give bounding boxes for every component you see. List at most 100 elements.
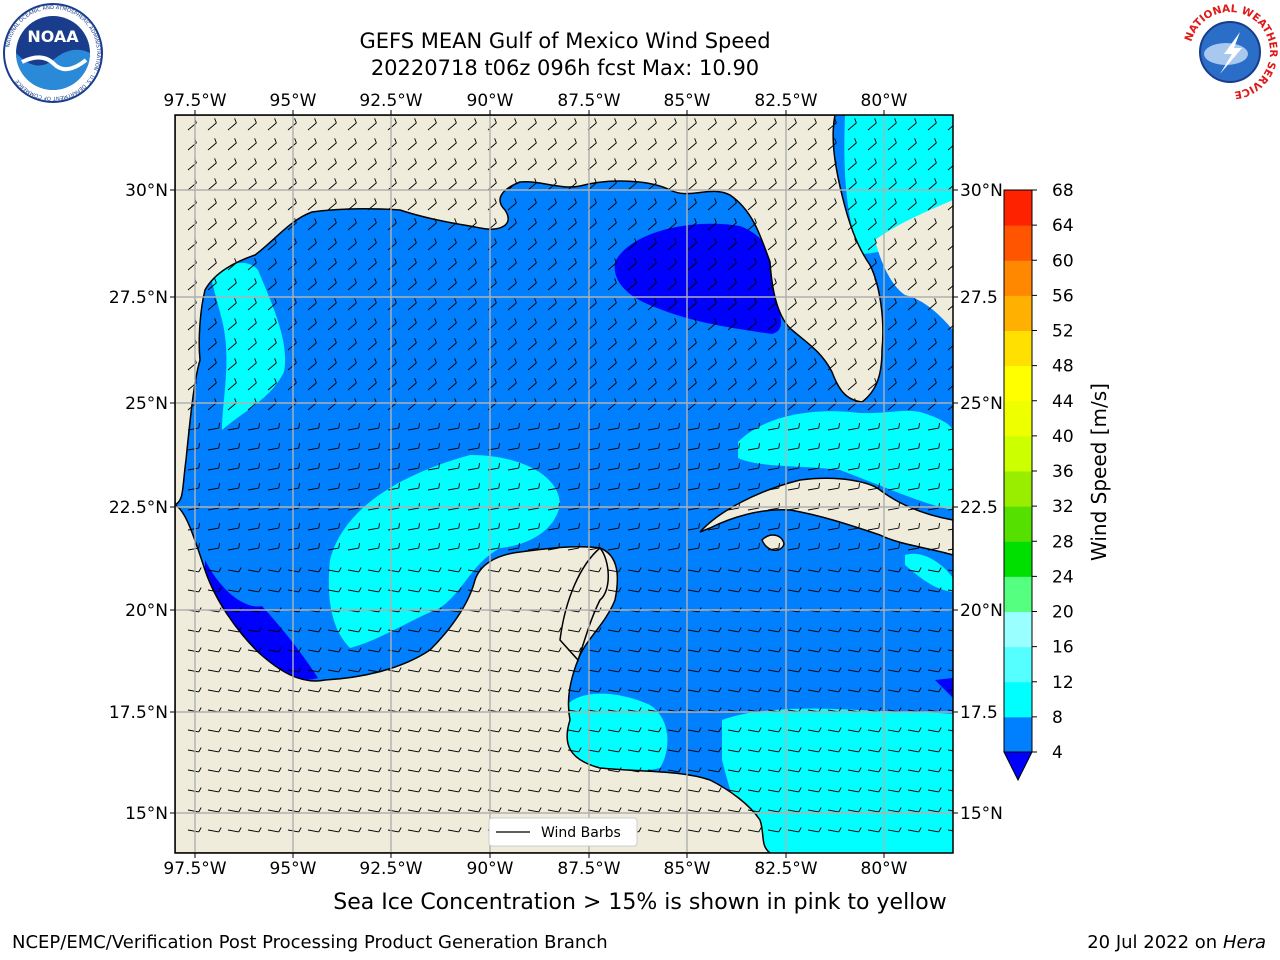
sea-ice-note: Sea Ice Concentration > 15% is shown in …	[333, 890, 947, 915]
weak-wind-region-ne-gulf	[614, 223, 781, 334]
colorbar-segment	[1004, 716, 1032, 753]
colorbar-segment	[1004, 646, 1032, 683]
colorbar-tick-label: 40	[1052, 427, 1074, 447]
chart-subtitle: 20220718 t06z 096h fcst Max: 10.90	[370, 56, 760, 80]
legend-label: Wind Barbs	[541, 825, 621, 841]
lon-label-top: 87.5°W	[557, 91, 620, 111]
colorbar-tick-label: 52	[1052, 322, 1074, 342]
colorbar-label: Wind Speed [m/s]	[1087, 383, 1111, 561]
land-yucatan	[559, 546, 609, 662]
colorbar-tick-label: 64	[1052, 216, 1074, 236]
lon-labels-top: 97.5°W 95°W 92.5°W 90°W 87.5°W 85°W 82.5…	[163, 91, 907, 111]
credit-text: NCEP/EMC/Verification Post Processing Pr…	[12, 932, 608, 953]
lon-label-top: 85°W	[664, 91, 711, 111]
chart-title: GEFS MEAN Gulf of Mexico Wind Speed	[359, 29, 771, 53]
colorbar-tick-label: 24	[1052, 567, 1074, 587]
wind-barb-field	[187, 118, 953, 833]
colorbar-segment	[1004, 435, 1032, 472]
lat-label-right: 15°N	[960, 804, 1003, 824]
land-small-island	[761, 534, 785, 551]
colorbar-tick-label: 56	[1052, 286, 1074, 306]
lat-label-left: 15°N	[125, 804, 168, 824]
colorbar-tick-label: 4	[1052, 743, 1063, 763]
lat-label-left: 22.5°N	[109, 498, 168, 518]
lat-label-right: 27.5	[960, 288, 998, 308]
moderate-wind-region-east	[905, 553, 953, 592]
lon-label-bottom: 90°W	[467, 859, 514, 879]
colorbar-tick-label: 48	[1052, 357, 1074, 377]
map-panel	[175, 115, 953, 853]
weak-wind-region-caribbean	[935, 678, 953, 698]
noaa-logo: NOAA NATIONAL OCEANIC AND ATMOSPHERIC AD…	[3, 3, 103, 103]
lat-label-right: 20°N	[960, 601, 1003, 621]
colorbar-segment	[1004, 190, 1032, 226]
colorbar-segment	[1004, 400, 1032, 437]
colorbar-tick-label: 16	[1052, 638, 1074, 658]
lat-label-right: 30°N	[960, 181, 1003, 201]
colorbar-tick-label: 32	[1052, 497, 1074, 517]
date-stamp: 20 Jul 2022 on Hera	[1087, 932, 1266, 953]
lat-label-right: 22.5	[960, 498, 998, 518]
weak-wind-region-campeche	[205, 560, 318, 680]
land-masses	[175, 115, 953, 853]
colorbar-tick-label: 68	[1052, 181, 1074, 201]
land-atlantic-area	[875, 115, 953, 330]
lon-label-top: 97.5°W	[163, 91, 226, 111]
lon-label-bottom: 97.5°W	[163, 859, 226, 879]
lon-label-top: 90°W	[467, 91, 514, 111]
nws-logo: NATIONAL WEATHER SERVICE	[1182, 3, 1279, 101]
moderate-wind-region-central-gulf	[328, 455, 560, 648]
colorbar-under-arrow	[1003, 751, 1033, 782]
colorbar-tick-label: 28	[1052, 532, 1074, 552]
lat-label-right: 17.5	[960, 703, 998, 723]
lon-label-top: 95°W	[270, 91, 317, 111]
colorbar-tick-label: 20	[1052, 603, 1074, 623]
wind-barb-path	[187, 118, 953, 833]
lat-label-left: 27.5°N	[109, 288, 168, 308]
colorbar-segment	[1004, 506, 1032, 542]
lat-label-right: 25°N	[960, 394, 1003, 414]
lat-label-left: 30°N	[125, 181, 168, 201]
colorbar-segment	[1004, 611, 1032, 648]
lon-labels-bottom: 97.5°W 95°W 92.5°W 90°W 87.5°W 85°W 82.5…	[163, 859, 907, 879]
colorbar-tick-label: 8	[1052, 708, 1063, 728]
land-usa	[175, 115, 884, 506]
colorbar-segment	[1004, 541, 1032, 577]
machine-name: Hera	[1222, 932, 1266, 953]
colorbar-segment	[1004, 471, 1032, 507]
date-text: 20 Jul 2022 on	[1087, 932, 1223, 953]
lat-labels-right: 30°N 27.5 25°N 22.5 20°N 17.5 15°N	[960, 181, 1003, 824]
colorbar-segment	[1004, 260, 1032, 296]
lon-label-bottom: 80°W	[861, 859, 908, 879]
colorbar-tick-label: 12	[1052, 673, 1074, 693]
colorbar-tick-label: 36	[1052, 462, 1074, 482]
colorbar-tick-label: 60	[1052, 251, 1074, 271]
colorbar-segment	[1004, 365, 1032, 402]
map-frame	[174, 114, 954, 854]
lon-label-top: 80°W	[861, 91, 908, 111]
lat-label-left: 20°N	[125, 601, 168, 621]
colorbar-segment	[1004, 295, 1032, 331]
lat-label-left: 17.5°N	[109, 703, 168, 723]
lat-label-left: 25°N	[125, 394, 168, 414]
colorbar-segment	[1004, 681, 1032, 718]
colorbar-segment	[1004, 330, 1032, 367]
lon-label-top: 82.5°W	[754, 91, 817, 111]
colorbar-segment	[1004, 576, 1032, 612]
tick-marks	[170, 110, 958, 858]
lat-labels-left: 30°N 27.5°N 25°N 22.5°N 20°N 17.5°N 15°N	[109, 181, 168, 824]
lon-label-bottom: 82.5°W	[754, 859, 817, 879]
moderate-wind-region-caribbean	[722, 708, 953, 853]
lon-label-bottom: 95°W	[270, 859, 317, 879]
map-gridlines	[175, 115, 953, 853]
lon-label-bottom: 85°W	[664, 859, 711, 879]
lon-label-bottom: 92.5°W	[359, 859, 422, 879]
colorbar-tick-label: 44	[1052, 392, 1074, 412]
lon-label-bottom: 87.5°W	[557, 859, 620, 879]
colorbar-segment	[1004, 225, 1032, 261]
noaa-logo-text: NOAA	[27, 27, 79, 46]
map-legend: Wind Barbs	[488, 817, 638, 847]
lon-label-top: 92.5°W	[359, 91, 422, 111]
